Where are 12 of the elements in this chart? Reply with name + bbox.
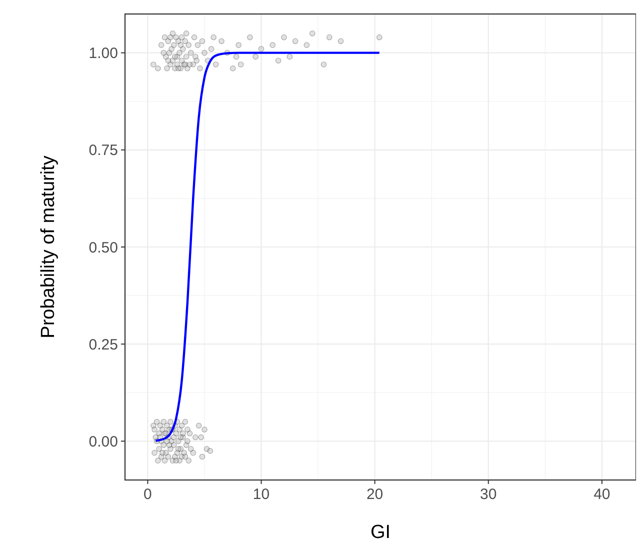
x-tick-label: 40	[594, 486, 610, 503]
x-tick-label: 0	[144, 486, 152, 503]
x-axis-title: GI	[370, 522, 391, 543]
y-axis-title: Probability of maturity	[38, 155, 59, 338]
y-tick-label: 1.00	[88, 45, 118, 62]
y-tick-label: 0.25	[88, 336, 118, 354]
y-tick-label: 0.75	[88, 142, 118, 160]
x-tick-label: 20	[366, 486, 384, 503]
x-tick-label: 30	[480, 486, 497, 503]
y-tick-label: 0.50	[88, 239, 118, 256]
y-tick-label: 0.00	[88, 433, 118, 450]
x-tick-label: 10	[252, 486, 270, 503]
